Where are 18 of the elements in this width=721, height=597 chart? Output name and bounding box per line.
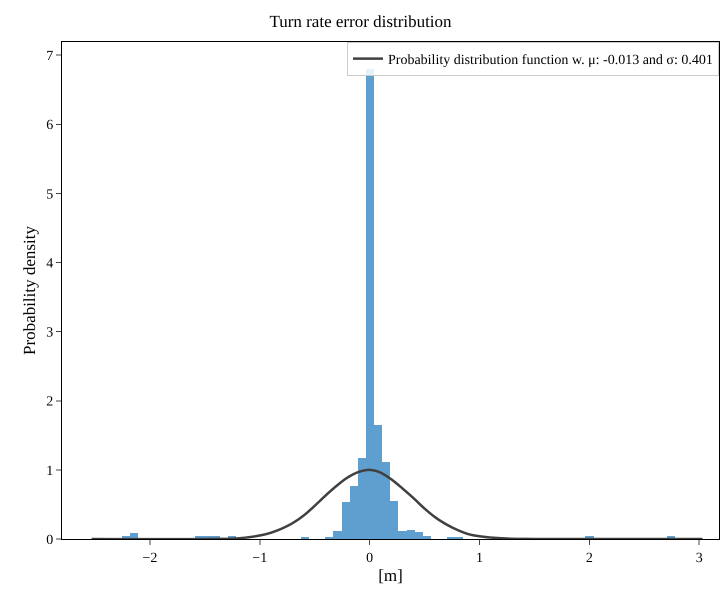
y-tick-label: 7 bbox=[46, 49, 54, 64]
x-tick-label: 3 bbox=[696, 550, 703, 566]
y-tick-label: 5 bbox=[46, 187, 54, 202]
y-axis-title: Probability density bbox=[20, 226, 39, 355]
x-tick-label: 1 bbox=[476, 550, 483, 566]
y-tick-label: 3 bbox=[46, 326, 54, 341]
y-tick-label: 2 bbox=[46, 394, 54, 410]
y-tick-label: 1 bbox=[46, 464, 54, 479]
x-tick-label: −1 bbox=[252, 550, 268, 566]
x-axis-title: [m] bbox=[378, 566, 403, 586]
x-tick-label: 0 bbox=[366, 550, 374, 566]
chart-title: Turn rate error distribution bbox=[269, 12, 452, 31]
y-tick-label: 6 bbox=[46, 118, 54, 134]
x-tick-label: −2 bbox=[142, 550, 158, 566]
x-tick-label: 2 bbox=[586, 550, 593, 566]
y-tick-label: 4 bbox=[46, 256, 54, 272]
legend-label: Probability distribution function w. μ: -0.013 and σ: 0.401 bbox=[388, 53, 713, 68]
y-tick-label: 0 bbox=[46, 532, 54, 548]
